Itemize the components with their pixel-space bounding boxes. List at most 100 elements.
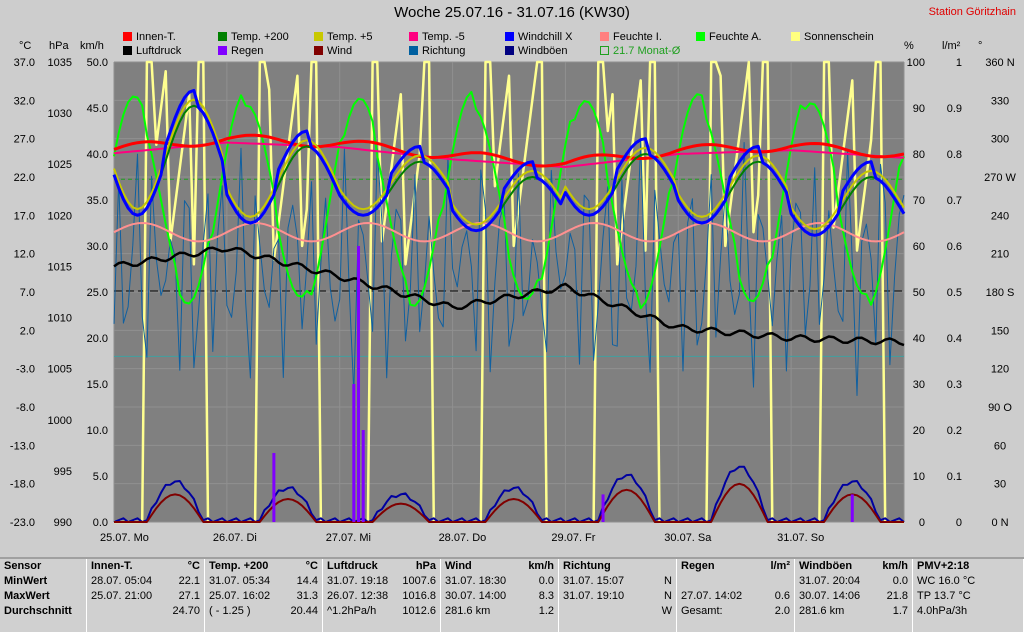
legend-swatch	[218, 46, 227, 55]
table-cell-row: 27.07. 14:02 0.6	[681, 589, 790, 604]
legend-label: Feuchte I.	[613, 31, 662, 43]
cell-value: N	[664, 590, 672, 602]
table-cell-row: 31.07. 05:34 14.4	[209, 574, 318, 589]
cell-time: 31.07. 18:30	[445, 575, 507, 587]
legend-swatch	[409, 46, 418, 55]
cell-value: 1012.6	[402, 605, 436, 617]
tick-label-day: 28.07. Do	[439, 532, 487, 544]
header-label: Richtung	[563, 560, 611, 572]
legend-label: Feuchte A.	[709, 31, 762, 43]
tick-label-rain: 0.7	[947, 195, 962, 207]
row-label-max: MaxWert	[4, 590, 50, 602]
table-cell-row	[681, 574, 790, 589]
cell-time: WC 16.0 °C	[917, 575, 976, 587]
tick-label-direction: 300	[991, 134, 1009, 146]
unit-kmh: km/h	[80, 40, 104, 52]
tick-label-day: 29.07. Fr	[551, 532, 595, 544]
cell-value: 8.3	[538, 590, 554, 602]
tick-label-humidity: 70	[913, 195, 925, 207]
tick-label-wind: 45.0	[87, 103, 108, 115]
table-col: PMV+2:18 WC 16.0 °C TP 13.7 °C 4.0hPa/3h	[913, 559, 1024, 632]
cell-time: 31.07. 19:10	[563, 590, 625, 602]
series-pressure	[113, 246, 905, 347]
series-humidity-inside	[113, 222, 905, 243]
cell-time: ^1.2hPa/h	[327, 605, 377, 617]
row-label-column: Sensor MinWert MaxWert Durchschnitt	[0, 559, 87, 632]
table-col: Luftdruck hPa 31.07. 19:18 1007.6 26.07. 12:…	[323, 559, 441, 632]
tick-label-rain: 0.3	[947, 379, 962, 391]
legend-swatch	[314, 46, 323, 55]
tick-label-temp: -8.0	[16, 402, 35, 414]
cell-time: 25.07. 21:00	[91, 590, 153, 602]
table-col: Windböen km/h 31.07. 20:04 0.0 30.07. 14:06 2…	[795, 559, 913, 632]
tick-label-humidity: 40	[913, 333, 925, 345]
tick-label-direction: 150	[991, 325, 1009, 337]
cell-time: Gesamt:	[681, 605, 723, 617]
tick-label-pressure: 1000	[48, 415, 72, 427]
legend-item: Windchill X	[505, 31, 572, 43]
cell-time: 30.07. 14:06	[799, 590, 861, 602]
table-cell-row: 4.0hPa/3h	[917, 604, 1019, 619]
tick-label-wind: 5.0	[93, 471, 108, 483]
unit-lm2: l/m²	[942, 40, 961, 52]
legend-label: Temp. -5	[422, 31, 465, 43]
header-label: Wind	[445, 560, 472, 572]
tick-label-wind: 50.0	[87, 57, 108, 69]
tick-label-wind: 30.0	[87, 241, 108, 253]
stats-table: Sensor MinWert MaxWert Durchschnitt Inne…	[0, 557, 1024, 632]
tick-label-temp: 12.0	[14, 249, 35, 261]
tick-label-temp: 37.0	[14, 57, 35, 69]
cell-time: 31.07. 05:34	[209, 575, 271, 587]
series-innen-t	[113, 133, 905, 168]
tick-label-direction: 210	[991, 249, 1009, 261]
tick-label-rain: 0.2	[947, 425, 962, 437]
tick-label-wind: 0.0	[93, 517, 108, 529]
legend-swatch	[505, 32, 514, 41]
series-wind	[114, 482, 904, 523]
cell-value: 0.6	[774, 590, 790, 602]
tick-label-direction: 90 O	[988, 402, 1012, 414]
tick-label-temp: 22.0	[14, 172, 35, 184]
table-cell-row: 24.70	[91, 604, 200, 619]
cell-value: 21.8	[886, 590, 908, 602]
tick-label-wind: 40.0	[87, 149, 108, 161]
legend-label: Luftdruck	[136, 45, 182, 57]
header-label: Windböen	[799, 560, 853, 572]
legend-item: Luftdruck	[123, 45, 181, 57]
header-label: Innen-T.	[91, 560, 133, 572]
legend-swatch	[123, 32, 132, 41]
table-cell-row: WC 16.0 °C	[917, 574, 1019, 589]
tick-label-pressure: 1030	[48, 108, 72, 120]
table-cell-row: 30.07. 14:00 8.3	[445, 589, 554, 604]
legend-item: Temp. +5	[314, 31, 373, 43]
tick-label-humidity: 30	[913, 379, 925, 391]
tick-label-pressure: 1025	[48, 159, 72, 171]
tick-label-rain: 1	[956, 57, 962, 69]
series-windgusts	[113, 465, 905, 523]
legend-item: 21.7 Monat-Ø	[600, 45, 680, 57]
legend-label: Temp. +200	[231, 31, 289, 43]
tick-label-rain: 0.8	[947, 149, 962, 161]
table-col: Regen l/m² 27.07. 14:02 0.6 Gesamt: 2.0	[677, 559, 795, 632]
tick-label-humidity: 50	[913, 287, 925, 299]
tick-label-temp: 2.0	[20, 325, 35, 337]
unit-deg: °	[978, 40, 983, 52]
legend-label: 21.7 Monat-Ø	[613, 45, 681, 57]
legend-label: Sonnenschein	[804, 31, 874, 43]
cell-time: 28.07. 05:04	[91, 575, 153, 587]
legend-label: Windböen	[518, 45, 568, 57]
legend-item: Wind	[314, 45, 352, 57]
tick-label-pressure: 990	[54, 517, 72, 529]
tick-label-rain: 0.6	[947, 241, 962, 253]
table-header: Windböen km/h	[799, 559, 908, 574]
tick-label-direction: 30	[994, 479, 1006, 491]
tick-label-pressure: 1010	[48, 313, 72, 325]
series-temp-plus5	[113, 98, 905, 231]
unit-celsius: °C	[19, 40, 32, 52]
unit-pct: %	[904, 40, 914, 52]
legend-item: Feuchte A.	[696, 31, 762, 43]
table-header: Richtung	[563, 559, 672, 574]
tick-label-humidity: 60	[913, 241, 925, 253]
table-cell-row: 25.07. 16:02 31.3	[209, 589, 318, 604]
table-col: Wind km/h 31.07. 18:30 0.0 30.07. 14:00 8.3 28…	[441, 559, 559, 632]
